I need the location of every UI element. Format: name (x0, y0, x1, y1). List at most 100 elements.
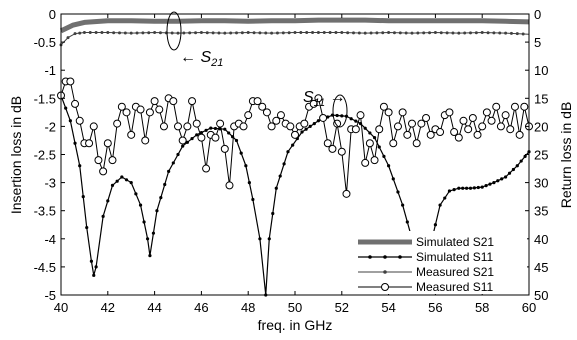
point-measured-s21 (357, 31, 361, 35)
point-measured-s11 (145, 108, 154, 117)
annotation-s21-sub: 21 (210, 57, 223, 69)
point-simulated-s11 (120, 175, 124, 179)
point-simulated-s11 (452, 188, 456, 192)
point-measured-s11 (384, 108, 393, 117)
point-simulated-s11 (185, 140, 189, 144)
point-measured-s11 (328, 144, 337, 153)
point-simulated-s11 (291, 143, 295, 147)
x-tick-label-54: 54 (381, 300, 395, 315)
legend-item-simulated-s21: Simulated S21 (358, 235, 494, 249)
point-simulated-s11 (433, 223, 437, 227)
point-measured-s21 (240, 31, 244, 35)
point-measured-s21 (328, 31, 332, 35)
point-measured-s21 (363, 31, 367, 35)
point-measured-s11 (253, 97, 262, 106)
point-measured-s11 (262, 108, 271, 117)
point-simulated-s11 (300, 130, 304, 134)
point-measured-s21 (194, 31, 198, 35)
point-measured-s11 (375, 125, 384, 134)
point-measured-s21 (428, 31, 432, 35)
point-measured-s21 (188, 31, 192, 35)
point-measured-s21 (258, 31, 262, 35)
point-measured-s11 (202, 164, 211, 173)
point-measured-s21 (463, 31, 467, 35)
point-simulated-s11 (181, 144, 185, 148)
point-measured-s11 (337, 147, 346, 156)
point-measured-s11 (445, 108, 454, 117)
point-simulated-s11 (142, 220, 146, 224)
point-measured-s21 (141, 31, 145, 35)
point-measured-s21 (480, 31, 484, 35)
point-simulated-s11 (271, 211, 275, 216)
point-measured-s11 (403, 130, 412, 139)
legend-item-measured-s11: Measured S11 (358, 280, 493, 294)
legend-marker-simulated-s11-b (383, 255, 387, 259)
point-simulated-s11 (363, 126, 367, 130)
point-measured-s21 (474, 31, 478, 35)
point-measured-s11 (468, 113, 477, 122)
point-simulated-s11 (148, 254, 152, 258)
y2-tick-label-8: 40 (534, 232, 548, 247)
point-simulated-s11 (504, 175, 508, 179)
y-tick-label-0: 0 (49, 7, 56, 22)
point-simulated-s11 (171, 161, 175, 165)
point-simulated-s11 (368, 131, 372, 135)
point-measured-s21 (322, 31, 326, 35)
annotation-s11-sub: 11 (314, 97, 325, 109)
point-measured-s21 (182, 31, 186, 35)
point-simulated-s11 (476, 185, 480, 190)
point-measured-s11 (89, 122, 98, 131)
point-simulated-s11 (134, 192, 138, 196)
point-measured-s11 (501, 111, 510, 120)
point-measured-s21 (498, 31, 502, 35)
point-measured-s11 (351, 125, 360, 134)
point-simulated-s11 (73, 141, 77, 145)
point-measured-s11 (127, 130, 136, 139)
point-measured-s21 (176, 31, 180, 35)
legend-marker-measured-s21 (383, 270, 387, 274)
point-measured-s11 (136, 105, 145, 114)
point-measured-s11 (178, 136, 187, 145)
point-measured-s21 (66, 36, 70, 40)
point-simulated-s11 (391, 177, 395, 181)
point-measured-s21 (305, 31, 309, 35)
point-measured-s21 (281, 31, 285, 35)
legend: Simulated S21 Simulated S11 Measured S21… (355, 231, 527, 294)
point-simulated-s11 (106, 199, 110, 203)
legend-item-measured-s21: Measured S21 (358, 265, 494, 279)
point-measured-s11 (515, 130, 524, 139)
point-simulated-s11 (515, 164, 519, 168)
point-simulated-s11 (335, 113, 339, 118)
point-measured-s21 (457, 31, 461, 35)
point-measured-s11 (211, 133, 220, 142)
y2-tick-label-2: 10 (534, 63, 548, 78)
point-measured-s11 (356, 111, 365, 120)
x-tick-label-56: 56 (428, 300, 442, 315)
point-measured-s21 (398, 31, 402, 35)
point-measured-s11 (239, 122, 248, 131)
point-measured-s21 (299, 31, 303, 35)
point-simulated-s11 (92, 273, 96, 277)
annotation-s21-prefix: ← S (180, 49, 211, 66)
y-tick-label-3: -1.5 (34, 91, 56, 106)
point-measured-s11 (450, 128, 459, 137)
legend-marker-simulated-s11-a (368, 255, 372, 259)
point-measured-s11 (169, 97, 178, 106)
point-measured-s11 (370, 156, 379, 165)
point-measured-s21 (106, 31, 110, 35)
point-measured-s11 (473, 130, 482, 139)
point-measured-s11 (389, 139, 398, 148)
point-measured-s11 (379, 102, 388, 111)
y-tick-label-2: -1 (44, 63, 56, 78)
series-measured-s11 (57, 77, 533, 198)
point-measured-s11 (155, 105, 164, 114)
point-measured-s21 (78, 31, 82, 35)
point-measured-s21 (88, 31, 92, 35)
point-simulated-s11 (227, 131, 231, 135)
point-measured-s21 (334, 31, 338, 35)
point-simulated-s11 (124, 178, 129, 182)
point-simulated-s11 (129, 181, 133, 185)
point-measured-s21 (211, 31, 215, 35)
point-measured-s21 (375, 31, 379, 35)
point-simulated-s11 (223, 127, 227, 131)
